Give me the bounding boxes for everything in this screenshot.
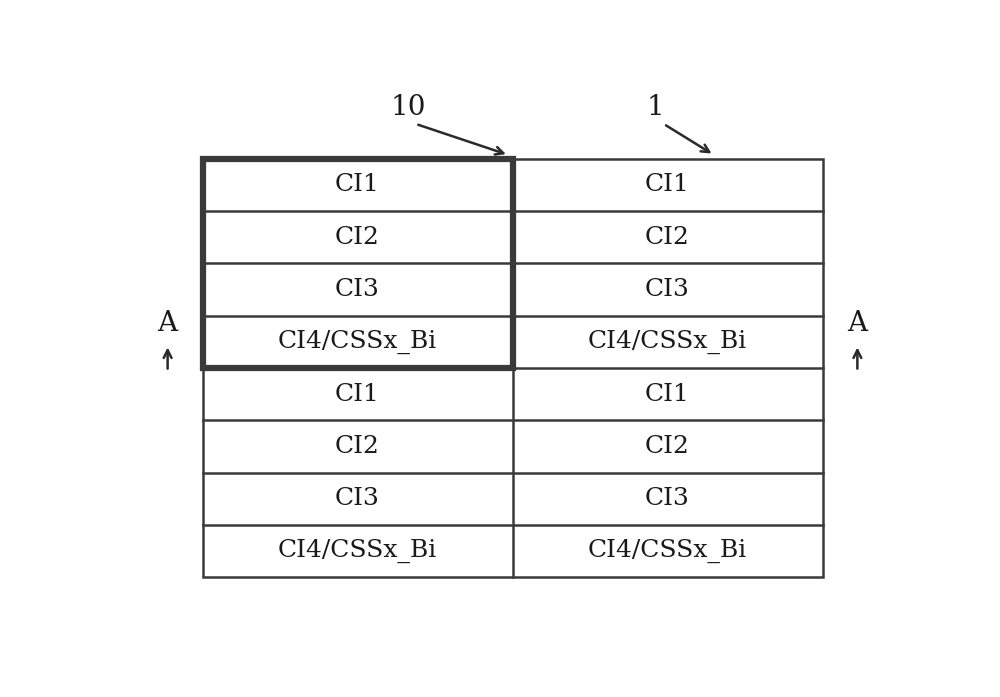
Text: CI4/CSSx_Bi: CI4/CSSx_Bi — [588, 539, 747, 563]
Text: 1: 1 — [647, 94, 665, 121]
Text: CI2: CI2 — [335, 226, 380, 249]
Text: A: A — [158, 309, 178, 337]
Text: CI4/CSSx_Bi: CI4/CSSx_Bi — [588, 330, 747, 354]
Bar — [202, 159, 512, 368]
Text: A: A — [847, 309, 867, 337]
Text: CI3: CI3 — [645, 487, 690, 510]
Text: CI2: CI2 — [645, 226, 690, 249]
Text: CI2: CI2 — [645, 435, 690, 458]
Text: CI1: CI1 — [335, 174, 380, 197]
Text: CI3: CI3 — [335, 278, 380, 301]
Text: CI1: CI1 — [645, 174, 690, 197]
Bar — [202, 159, 822, 577]
Text: CI4/CSSx_Bi: CI4/CSSx_Bi — [278, 539, 437, 563]
Text: CI1: CI1 — [335, 383, 380, 406]
Text: CI2: CI2 — [335, 435, 380, 458]
Text: 10: 10 — [390, 94, 426, 121]
Text: CI1: CI1 — [645, 383, 690, 406]
Text: CI3: CI3 — [645, 278, 690, 301]
Text: CI4/CSSx_Bi: CI4/CSSx_Bi — [278, 330, 437, 354]
Text: CI3: CI3 — [335, 487, 380, 510]
